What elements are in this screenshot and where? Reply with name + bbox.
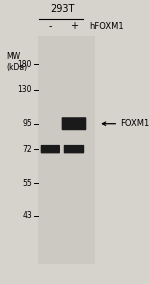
FancyBboxPatch shape bbox=[62, 117, 86, 130]
Text: FOXM1: FOXM1 bbox=[120, 119, 149, 128]
FancyBboxPatch shape bbox=[41, 145, 60, 153]
Bar bbox=[38, 36, 95, 264]
Text: 72: 72 bbox=[22, 145, 32, 154]
Text: 43: 43 bbox=[22, 211, 32, 220]
Text: 95: 95 bbox=[22, 119, 32, 128]
Text: 130: 130 bbox=[18, 85, 32, 94]
Text: MW
(kDa): MW (kDa) bbox=[7, 52, 28, 72]
Text: 180: 180 bbox=[18, 60, 32, 69]
FancyBboxPatch shape bbox=[64, 145, 84, 153]
Text: hFOXM1: hFOXM1 bbox=[89, 22, 124, 31]
Text: +: + bbox=[70, 21, 78, 31]
Text: 55: 55 bbox=[22, 179, 32, 187]
Text: -: - bbox=[49, 21, 52, 31]
Text: 293T: 293T bbox=[50, 4, 74, 14]
